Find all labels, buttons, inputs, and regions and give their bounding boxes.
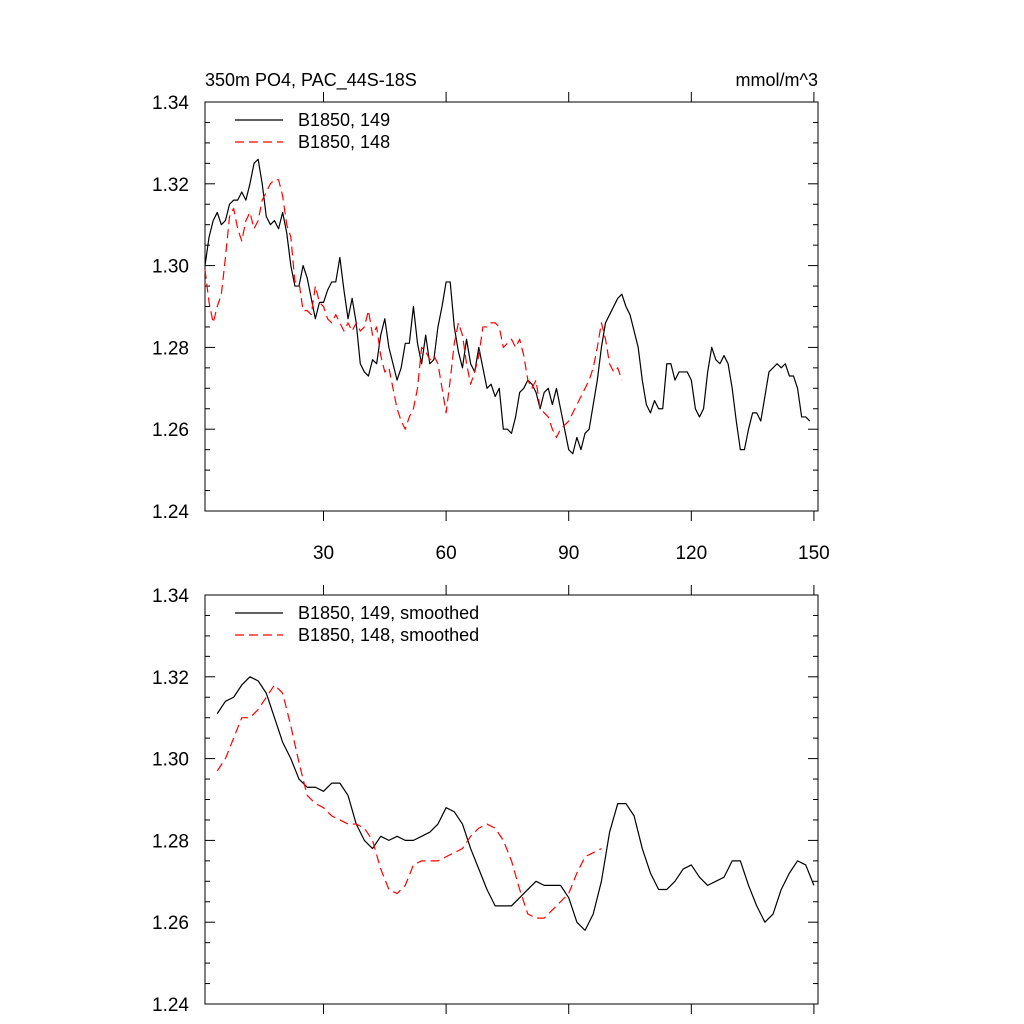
top-series-line-148: [204, 179, 623, 438]
bottom-legend-label: B1850, 149, smoothed: [298, 603, 479, 623]
top-legend-label: B1850, 149: [298, 110, 390, 130]
bottom-ytick-label: 1.24: [152, 995, 189, 1016]
top-ytick-label: 1.32: [152, 175, 189, 196]
top-series-line-149: [204, 158, 811, 455]
top-ytick-label: 1.26: [152, 420, 189, 441]
top-xtick-label: 90: [558, 543, 579, 564]
top-ytick-label: 1.24: [152, 502, 189, 523]
bottom-legend-label: B1850, 148, smoothed: [298, 625, 479, 645]
bottom-ytick-label: 1.28: [152, 831, 189, 852]
bottom-series-line-148: [216, 684, 602, 919]
top-ytick-label: 1.34: [152, 93, 189, 114]
bottom-ytick-label: 1.30: [152, 750, 189, 771]
figure-title: 350m PO4, PAC_44S-18S: [205, 70, 417, 91]
bottom-ytick-label: 1.26: [152, 913, 189, 934]
top-xtick-label: 120: [675, 543, 707, 564]
top-xtick-label: 150: [798, 543, 830, 564]
top-panel-raw: 1.24 1.26 1.28 1.30 1.32 1.34 30 60 90 120 150 B185…: [152, 92, 830, 564]
top-xtick-label: 60: [436, 543, 457, 564]
top-ytick-label: 1.30: [152, 257, 189, 278]
figure-units: mmol/m^3: [736, 70, 818, 90]
bottom-panel-smoothed: 1.24 1.26 1.28 1.30 1.32 1.34 B1850, 149, smoo…: [152, 585, 819, 1016]
top-xtick-label: 30: [313, 543, 334, 564]
top-legend-label: B1850, 148: [298, 132, 390, 152]
bottom-ytick-label: 1.32: [152, 668, 189, 689]
top-ytick-label: 1.28: [152, 338, 189, 359]
bottom-ytick-label: 1.34: [152, 586, 189, 607]
bottom-series-line-149: [216, 676, 815, 931]
